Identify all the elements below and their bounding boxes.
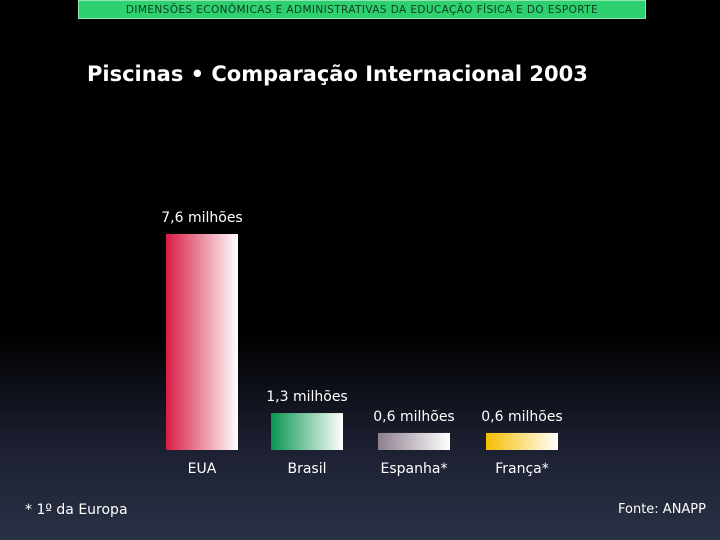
bars-group: 7,6 milhões EUA 1,3 milhões Brasil 0,6 milhõ… bbox=[161, 210, 562, 477]
footnote: * 1º da Europa bbox=[25, 502, 128, 518]
category-label-fran-a: França* bbox=[495, 461, 549, 477]
value-label-fran-a: 0,6 milhões bbox=[481, 409, 562, 425]
bar-fran-a bbox=[486, 432, 558, 450]
category-label-eua: EUA bbox=[188, 461, 217, 477]
source-note: Fonte: ANAPP bbox=[617, 502, 706, 517]
category-label-espanha: Espanha* bbox=[381, 461, 448, 477]
value-label-espanha: 0,6 milhões bbox=[373, 409, 454, 425]
header-banner: DIMENSÕES ECONÔMICAS E ADMINISTRATIVAS D… bbox=[78, 0, 646, 19]
value-label-brasil: 1,3 milhões bbox=[266, 389, 347, 405]
category-label-brasil: Brasil bbox=[287, 461, 326, 477]
banner-text: DIMENSÕES ECONÔMICAS E ADMINISTRATIVAS D… bbox=[125, 3, 599, 16]
bar-espanha bbox=[378, 432, 450, 450]
value-label-eua: 7,6 milhões bbox=[161, 210, 242, 226]
bar-eua bbox=[166, 234, 238, 450]
bar-brasil bbox=[271, 413, 343, 450]
chart-title: Piscinas • Comparação Internacional 2003 bbox=[87, 62, 588, 86]
